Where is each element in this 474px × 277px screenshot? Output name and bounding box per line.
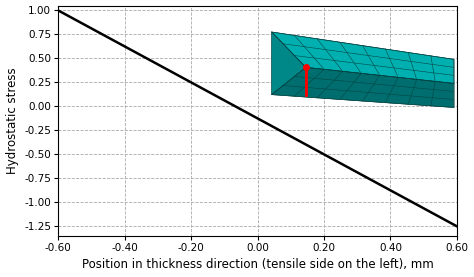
Polygon shape <box>272 32 454 83</box>
Polygon shape <box>272 32 306 95</box>
X-axis label: Position in thickness direction (tensile side on the left), mm: Position in thickness direction (tensile… <box>82 258 433 271</box>
Polygon shape <box>272 67 454 107</box>
Y-axis label: Hydrostatic stress: Hydrostatic stress <box>6 67 18 174</box>
